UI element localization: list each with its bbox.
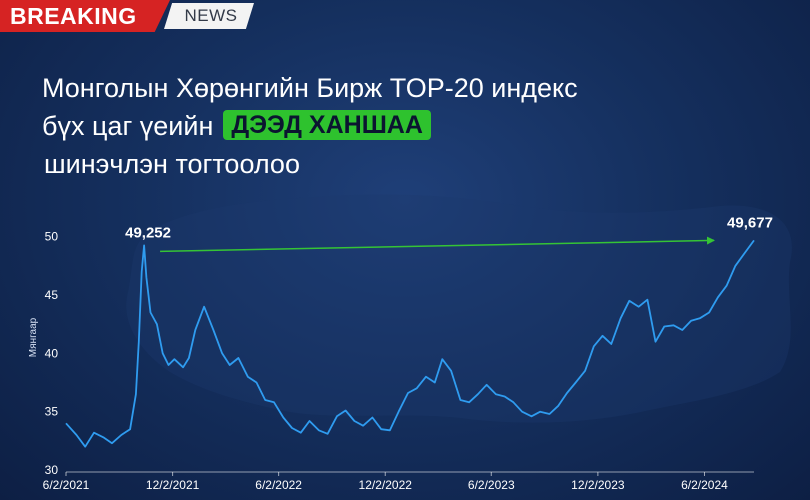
headline-line-2-prefix: бүх цаг үеийн — [42, 111, 214, 141]
map-outline — [126, 194, 792, 423]
x-tick-label: 6/2/2022 — [255, 478, 302, 492]
x-tick-label: 12/2/2023 — [571, 478, 625, 492]
news-badge: NEWS — [164, 3, 254, 29]
x-axis: 6/2/2021 12/2/2021 6/2/2022 12/2/2022 6/2/20… — [43, 472, 728, 492]
headline-line-3: шинэчлэн тогтоолоо — [44, 149, 300, 179]
y-tick-label: 35 — [45, 405, 59, 419]
x-tick-label: 12/2/2022 — [359, 478, 413, 492]
y-axis-label: Мянгаар — [28, 317, 39, 357]
top-banner: BREAKING NEWS — [0, 0, 810, 32]
headline-line-2: бүх цаг үеийн ДЭЭД ХАНШАА — [42, 108, 431, 144]
y-tick-label: 45 — [45, 288, 59, 302]
x-tick-label: 6/2/2024 — [681, 478, 728, 492]
x-tick-label: 12/2/2021 — [146, 478, 200, 492]
peak-label-first: 49,252 — [125, 224, 171, 241]
breaking-badge: BREAKING — [0, 0, 170, 32]
series-line — [65, 239, 755, 448]
y-tick-label: 30 — [45, 463, 59, 477]
x-tick-label: 6/2/2021 — [43, 478, 90, 492]
news-label: NEWS — [184, 6, 238, 25]
peak-annotations: 49,252 49,677 — [125, 214, 773, 241]
x-tick-label: 6/2/2023 — [468, 478, 515, 492]
y-axis: 30 35 40 45 50 — [45, 230, 59, 477]
trend-arrow — [160, 236, 715, 253]
headline-line-1: Монголын Хөрөнгийн Бирж TOP-20 индекс — [42, 73, 578, 103]
breaking-label: BREAKING — [10, 2, 137, 29]
y-tick-label: 50 — [45, 230, 59, 244]
peak-label-record: 49,677 — [727, 214, 773, 231]
highlight-badge: ДЭЭД ХАНШАА — [223, 110, 431, 140]
y-tick-label: 40 — [45, 346, 59, 360]
